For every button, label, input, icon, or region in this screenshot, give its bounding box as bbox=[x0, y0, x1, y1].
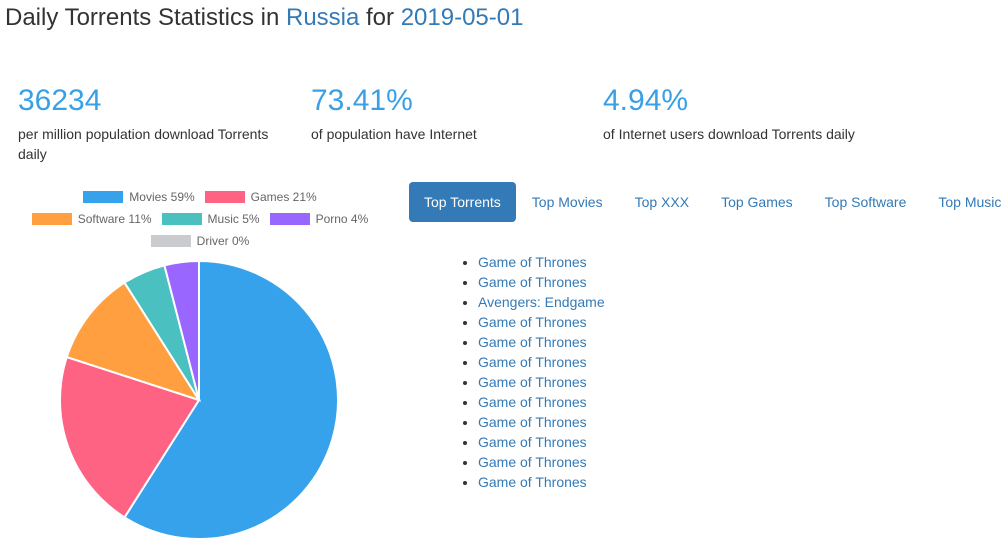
stat-downloads: 36234 per million population download To… bbox=[18, 84, 288, 164]
stat-users-label: of Internet users download Torrents dail… bbox=[603, 126, 855, 142]
pie-slice-movies[interactable] bbox=[123, 259, 339, 540]
top-tabs: Top Torrents Top Movies Top XXX Top Game… bbox=[409, 182, 1006, 222]
list-item: Game of Thrones bbox=[478, 372, 605, 392]
list-item: Game of Thrones bbox=[478, 392, 605, 412]
legend-item-movies[interactable]: Movies 59% bbox=[83, 190, 195, 204]
legend-swatch bbox=[31, 213, 72, 225]
list-item: Game of Thrones bbox=[478, 272, 605, 292]
tab-top-movies[interactable]: Top Movies bbox=[531, 194, 603, 210]
legend-label: Music 5% bbox=[207, 212, 260, 226]
legend-label: Porno 4% bbox=[315, 212, 369, 226]
torrent-link[interactable]: Game of Thrones bbox=[478, 414, 587, 430]
list-item: Game of Thrones bbox=[478, 312, 605, 332]
list-item: Game of Thrones bbox=[478, 352, 605, 372]
legend-swatch bbox=[150, 235, 191, 247]
list-item: Game of Thrones bbox=[478, 332, 605, 352]
chart-legend: Movies 59% Games 21% Software 11% Music … bbox=[0, 186, 400, 252]
list-item: Game of Thrones bbox=[478, 412, 605, 432]
list-item: Game of Thrones bbox=[478, 472, 605, 492]
stat-users: 4.94% of Internet users download Torrent… bbox=[603, 84, 903, 144]
torrent-link[interactable]: Game of Thrones bbox=[478, 454, 587, 470]
pie-slice-software[interactable] bbox=[65, 281, 202, 402]
pie-slice-games[interactable] bbox=[59, 355, 201, 519]
torrent-link[interactable]: Game of Thrones bbox=[478, 314, 587, 330]
torrent-link[interactable]: Game of Thrones bbox=[478, 274, 587, 290]
tab-top-games[interactable]: Top Games bbox=[721, 194, 793, 210]
torrent-link[interactable]: Game of Thrones bbox=[478, 354, 587, 370]
legend-label: Software 11% bbox=[77, 212, 152, 226]
stat-internet-value: 73.41% bbox=[311, 84, 413, 117]
tab-top-torrents[interactable]: Top Torrents bbox=[409, 182, 516, 222]
legend-swatch bbox=[83, 191, 124, 203]
tab-top-xxx[interactable]: Top XXX bbox=[634, 194, 690, 210]
country-link[interactable]: Russia bbox=[285, 4, 360, 31]
stat-internet-label: of population have Internet bbox=[311, 126, 477, 142]
torrent-link[interactable]: Game of Thrones bbox=[478, 394, 587, 410]
stat-internet: 73.41% of population have Internet bbox=[311, 84, 581, 144]
torrent-link[interactable]: Game of Thrones bbox=[478, 334, 587, 350]
legend-item-software[interactable]: Software 11% bbox=[31, 212, 152, 226]
tab-top-music[interactable]: Top Music bbox=[938, 194, 1002, 210]
torrent-link[interactable]: Game of Thrones bbox=[478, 434, 587, 450]
pie-chart bbox=[59, 259, 339, 540]
legend-swatch bbox=[161, 213, 202, 225]
legend-swatch bbox=[204, 191, 245, 203]
list-item: Game of Thrones bbox=[478, 432, 605, 452]
legend-item-porno[interactable]: Porno 4% bbox=[269, 212, 369, 226]
top-torrents-list: Game of Thrones Game of Thrones Avengers: … bbox=[438, 252, 605, 492]
legend-label: Movies 59% bbox=[129, 190, 195, 204]
torrent-link[interactable]: Game of Thrones bbox=[478, 374, 587, 390]
title-prefix: Daily Torrents Statistics in bbox=[5, 4, 280, 31]
legend-item-games[interactable]: Games 21% bbox=[204, 190, 317, 204]
legend-item-music[interactable]: Music 5% bbox=[161, 212, 260, 226]
page-title: Daily Torrents Statistics in Russia for … bbox=[5, 4, 523, 32]
legend-label: Games 21% bbox=[250, 190, 317, 204]
legend-item-driver[interactable]: Driver 0% bbox=[150, 234, 250, 248]
stat-users-value: 4.94% bbox=[603, 84, 689, 117]
tab-top-software[interactable]: Top Software bbox=[824, 194, 907, 210]
list-item: Game of Thrones bbox=[478, 252, 605, 272]
stat-downloads-label: per million population download Torrents… bbox=[18, 126, 269, 162]
stat-downloads-value: 36234 bbox=[18, 84, 102, 117]
torrent-link[interactable]: Game of Thrones bbox=[478, 474, 587, 490]
pie-slice-porno[interactable] bbox=[163, 259, 200, 401]
list-item: Game of Thrones bbox=[478, 452, 605, 472]
torrent-link[interactable]: Avengers: Endgame bbox=[478, 294, 605, 310]
torrent-link[interactable]: Game of Thrones bbox=[478, 254, 587, 270]
list-item: Avengers: Endgame bbox=[478, 292, 605, 312]
date-link[interactable]: 2019-05-01 bbox=[400, 4, 524, 31]
legend-swatch bbox=[269, 213, 310, 225]
legend-label: Driver 0% bbox=[196, 234, 250, 248]
title-middle: for bbox=[366, 4, 395, 31]
